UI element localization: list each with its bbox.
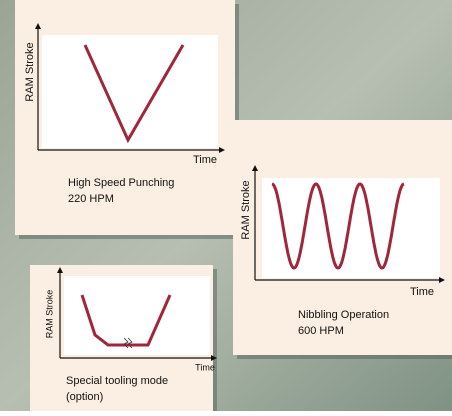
x-label: Time — [193, 154, 217, 166]
y-label: RAM Stroke — [44, 290, 54, 339]
caption: 600 HPM — [298, 325, 344, 337]
break-mark — [123, 337, 133, 349]
caption: Nibbling Operation — [298, 309, 389, 321]
caption: Special tooling mode — [66, 375, 168, 387]
stroke-curve — [271, 182, 405, 270]
panel: RAM Stroke Time Nibbling Operation 600 H… — [233, 120, 452, 359]
stroke-curve — [80, 294, 172, 347]
y-label: RAM Stroke — [24, 42, 36, 101]
caption: High Speed Punching — [68, 177, 174, 189]
y-label: RAM Stroke — [240, 180, 252, 239]
caption: (option) — [66, 391, 103, 403]
panel: RAM Stroke Time Special tooling mode (op… — [30, 265, 217, 411]
caption: 220 HPM — [68, 193, 114, 205]
panel: RAM Stroke Time High Speed Punching 220 … — [15, 0, 239, 239]
x-label: Time — [195, 362, 215, 372]
x-label: Time — [410, 286, 434, 298]
stroke-curve — [83, 44, 185, 144]
